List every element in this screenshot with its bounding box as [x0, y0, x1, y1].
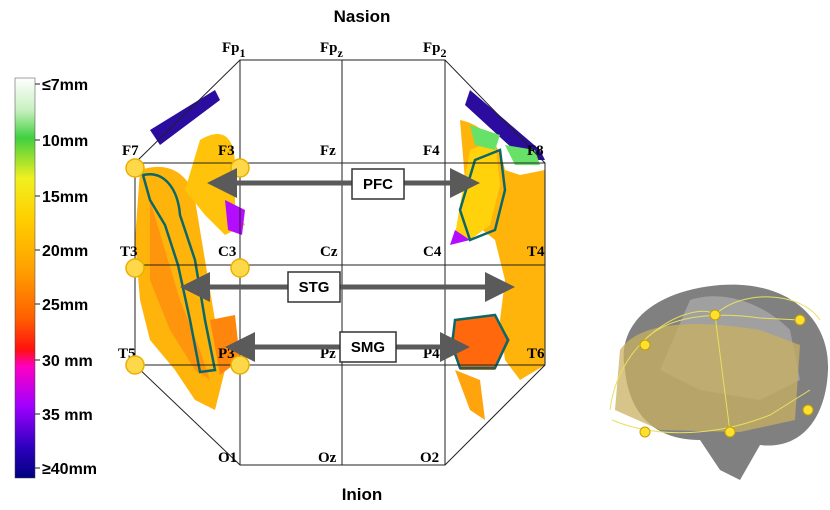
electrode-label: F3 — [218, 143, 235, 159]
colorbar-label: 10mm — [42, 133, 88, 150]
electrode-label: Fz — [320, 143, 336, 159]
electrode-label: C4 — [423, 244, 442, 260]
electrode-label: Oz — [318, 450, 337, 466]
electrode-name: Oz — [318, 450, 337, 466]
electrode-label: Fp1 — [222, 40, 246, 60]
electrode-name: Fp — [320, 40, 338, 56]
colorbar-label: 15mm — [42, 189, 88, 206]
electrode-subscript: z — [338, 46, 344, 60]
electrode-label: F4 — [423, 143, 440, 159]
electrode-name: F4 — [423, 143, 440, 159]
electrode-name: F8 — [527, 143, 544, 159]
electrode-label: Fp2 — [423, 40, 447, 60]
electrode-name: F7 — [122, 143, 139, 159]
colorbar-label: 20mm — [42, 243, 88, 260]
electrode-name: C3 — [218, 244, 236, 260]
electrode-label: T4 — [527, 244, 545, 260]
electrode-name: T4 — [527, 244, 545, 260]
nasion-label: Nasion — [334, 7, 391, 26]
figure: Nasion Inion ≤7mm 10mm 15mm 20mm 25mm 30 mm 35… — [0, 0, 830, 510]
colorbar-label: 35 mm — [42, 407, 93, 424]
electrode-label: F8 — [527, 143, 544, 159]
region-label: SMG — [351, 339, 385, 356]
region-label: PFC — [363, 176, 393, 193]
electrode-name: Fp — [423, 40, 441, 56]
brain-render — [610, 285, 828, 480]
electrode-subscript: 2 — [441, 46, 447, 60]
colorbar-label: ≥40mm — [42, 461, 97, 478]
electrode-subscript: 1 — [240, 46, 246, 60]
electrode-label: O2 — [420, 450, 439, 466]
electrode-name: Fz — [320, 143, 336, 159]
electrode-label: Cz — [320, 244, 338, 260]
region-label: STG — [299, 279, 330, 296]
electrode-label: O1 — [218, 450, 237, 466]
electrode-label: T6 — [527, 346, 545, 362]
electrode-label: F7 — [122, 143, 139, 159]
electrode-name: O1 — [218, 450, 237, 466]
colorbar-label: 25mm — [42, 297, 88, 314]
electrode-name: T6 — [527, 346, 545, 362]
electrode-name: Cz — [320, 244, 338, 260]
electrode-label: T3 — [120, 244, 138, 260]
colorbar-label: ≤7mm — [42, 77, 88, 94]
electrode-name: O2 — [420, 450, 439, 466]
electrode-name: T3 — [120, 244, 138, 260]
electrode-label: Fpz — [320, 40, 344, 60]
electrode-name: Fp — [222, 40, 240, 56]
colorbar — [15, 78, 35, 478]
electrode-name: C4 — [423, 244, 442, 260]
colorbar-label: 30 mm — [42, 353, 93, 370]
electrode-name: F3 — [218, 143, 235, 159]
electrode-label: C3 — [218, 244, 236, 260]
inion-label: Inion — [342, 485, 383, 504]
heatmap — [135, 90, 545, 420]
